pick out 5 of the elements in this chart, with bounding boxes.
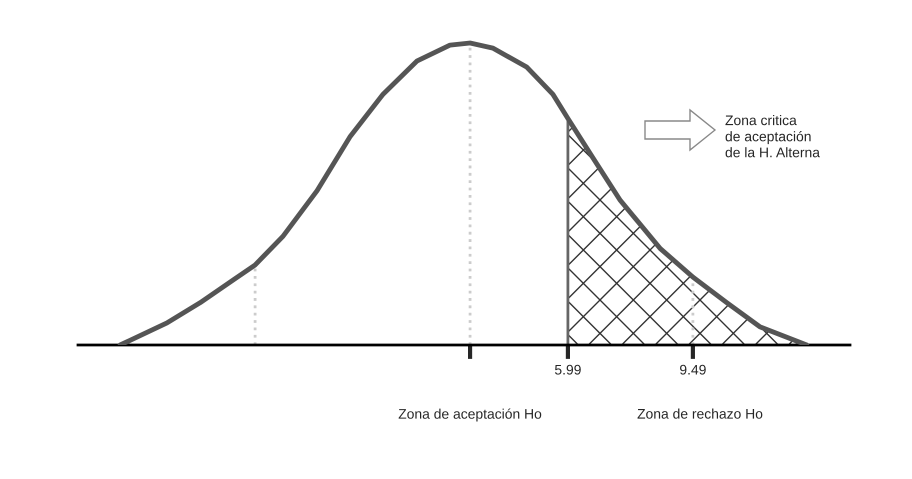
text: Zona de aceptación Ho [398, 408, 542, 422]
x-tick-label: 9.49 [680, 364, 706, 375]
x-tick-label: 5.99 [554, 364, 581, 375]
annotation: Zona critica de aceptación de la H. Alterna [725, 115, 820, 158]
text: Zona de rechazo Ho [638, 408, 762, 419]
